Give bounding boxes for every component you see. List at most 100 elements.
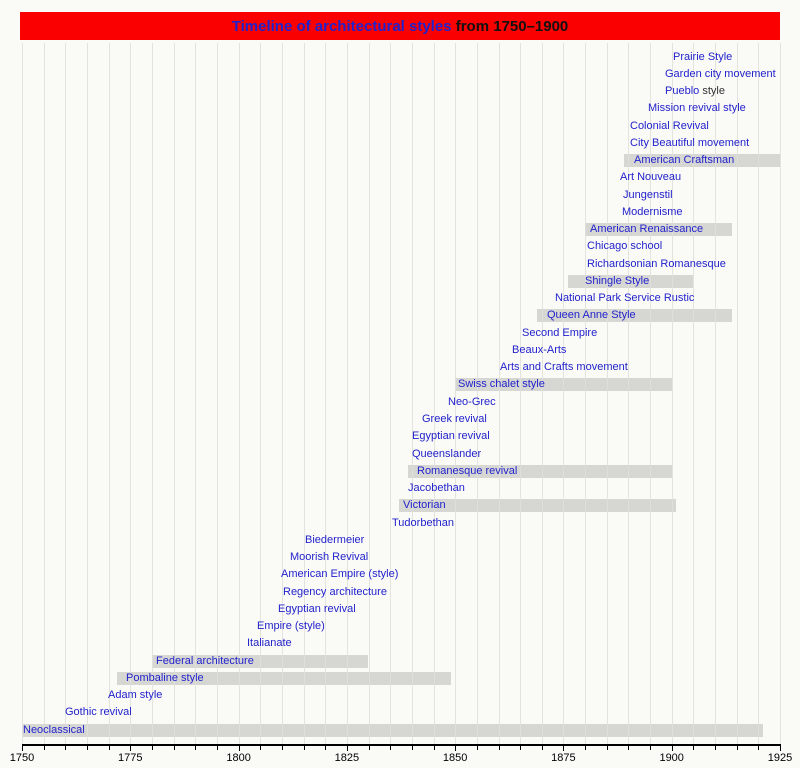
style-link-text[interactable]: Colonial Revival <box>630 119 709 132</box>
style-link[interactable]: Romanesque revival <box>417 465 517 478</box>
style-link[interactable]: Pueblo style <box>665 85 725 98</box>
style-link-text[interactable]: Chicago school <box>587 240 663 253</box>
style-link-text[interactable]: American Renaissance <box>590 223 704 236</box>
style-link-text[interactable]: Beaux-Arts <box>512 343 567 356</box>
style-link[interactable]: Egyptian revival <box>278 603 356 616</box>
style-link-text[interactable]: Adam style <box>108 689 163 702</box>
style-link-text[interactable]: Prairie Style <box>673 50 733 63</box>
style-link[interactable]: Egyptian revival <box>412 430 490 443</box>
style-link[interactable]: National Park Service Rustic <box>555 292 694 305</box>
style-link-text[interactable]: Mission revival style <box>648 102 746 115</box>
chart-title-link[interactable]: Timeline of architectural styles <box>231 17 452 35</box>
gridline <box>65 43 67 744</box>
style-link-text[interactable]: Romanesque revival <box>417 464 518 477</box>
gridline <box>87 43 88 744</box>
style-link-text[interactable]: Swiss chalet style <box>458 378 545 391</box>
gridline <box>281 43 283 744</box>
gridline <box>43 43 45 744</box>
style-link[interactable]: Prairie Style <box>673 51 732 64</box>
style-link-text[interactable]: American Craftsman <box>634 154 735 167</box>
gridline <box>346 43 348 744</box>
style-link-text[interactable]: Arts and Crafts movement <box>500 361 628 374</box>
style-link-text[interactable]: Art Nouveau <box>620 171 682 184</box>
style-link-text[interactable]: Queen Anne Style <box>547 309 636 322</box>
style-link[interactable]: Second Empire <box>522 327 597 340</box>
axis-tick <box>216 746 218 750</box>
style-link-text[interactable]: Tudorbethan <box>392 516 454 529</box>
style-link[interactable]: Moorish Revival <box>290 551 368 564</box>
axis-tick <box>368 746 370 750</box>
style-link[interactable]: Jacobethan <box>408 482 465 495</box>
style-link-text[interactable]: Egyptian revival <box>412 430 490 443</box>
style-link-text[interactable]: City Beautiful movement <box>630 136 750 149</box>
style-link-text[interactable]: Egyptian revival <box>278 602 356 615</box>
style-link[interactable]: American Empire (style) <box>281 568 398 581</box>
style-link-text[interactable]: Regency architecture <box>283 585 387 598</box>
style-link[interactable]: Colonial Revival <box>630 120 709 133</box>
style-link[interactable]: Swiss chalet style <box>458 378 545 391</box>
style-link-text[interactable]: Moorish Revival <box>290 551 369 563</box>
style-link-text[interactable]: Modernisme <box>622 205 683 218</box>
style-link[interactable]: Pombaline style <box>126 672 204 685</box>
style-link-text[interactable]: Jungenstil <box>623 188 673 201</box>
style-link[interactable]: Mission revival style <box>648 102 746 115</box>
style-link-text[interactable]: Federal architecture <box>156 654 254 667</box>
style-link-text[interactable]: Jacobethan <box>408 482 465 494</box>
style-link[interactable]: Shingle Style <box>585 275 649 288</box>
style-link[interactable]: Federal architecture <box>156 655 254 668</box>
style-link-text[interactable]: Neo-Grec <box>448 395 496 408</box>
style-link[interactable]: Queenslander <box>412 448 481 461</box>
style-link-text[interactable]: Greek revival <box>422 413 487 425</box>
style-link-text[interactable]: Neoclassical <box>23 723 85 736</box>
style-link[interactable]: Italianate <box>247 637 292 650</box>
axis-tick <box>411 746 413 750</box>
style-link[interactable]: Empire (style) <box>257 620 325 633</box>
style-link[interactable]: Gothic revival <box>65 706 132 719</box>
gridline <box>22 43 23 744</box>
style-link-text[interactable]: Second Empire <box>522 326 598 339</box>
chart-title-bar: Timeline of architectural styles from 17… <box>20 12 780 40</box>
style-link-text[interactable]: Gothic revival <box>65 706 132 719</box>
axis-tick <box>238 746 240 751</box>
style-link[interactable]: Adam style <box>108 689 162 702</box>
axis-tick <box>606 746 608 750</box>
style-link-text[interactable]: Shingle Style <box>585 274 650 287</box>
style-link-text[interactable]: Victorian <box>403 499 446 512</box>
style-link[interactable]: Queen Anne Style <box>547 309 636 322</box>
style-link-text[interactable]: Empire (style) <box>257 620 325 633</box>
style-link[interactable]: Neo-Grec <box>448 396 496 409</box>
style-link[interactable]: Art Nouveau <box>620 171 681 184</box>
style-link[interactable]: Greek revival <box>422 413 487 426</box>
style-link[interactable]: Regency architecture <box>283 586 387 599</box>
style-link-text[interactable]: National Park Service Rustic <box>555 292 695 305</box>
style-link-text[interactable]: Italianate <box>247 637 292 650</box>
style-link-text[interactable]: Biedermeier <box>305 533 365 546</box>
style-link[interactable]: Richardsonian Romanesque <box>587 258 726 271</box>
style-link-text[interactable]: Queenslander <box>412 447 482 460</box>
axis-tick <box>87 746 88 750</box>
style-link[interactable]: Victorian <box>403 499 446 512</box>
style-link-text[interactable]: American Empire (style) <box>281 568 399 581</box>
style-link[interactable]: Tudorbethan <box>392 517 454 530</box>
style-link[interactable]: Arts and Crafts movement <box>500 361 628 374</box>
style-link[interactable]: American Craftsman <box>634 154 734 167</box>
axis-tick <box>563 746 565 751</box>
style-link[interactable]: Biedermeier <box>305 534 364 547</box>
axis-tick <box>281 746 283 750</box>
style-link[interactable]: Beaux-Arts <box>512 344 566 357</box>
style-link-text[interactable]: Garden city movement <box>665 67 776 80</box>
style-link[interactable]: Jungenstil <box>623 189 673 202</box>
style-link[interactable]: Neoclassical <box>23 724 85 737</box>
duration-bar <box>117 671 451 685</box>
style-link[interactable]: City Beautiful movement <box>630 137 749 150</box>
style-link[interactable]: Garden city movement <box>665 68 776 81</box>
style-link-text[interactable]: Pombaline style <box>126 671 204 684</box>
gridline <box>758 43 760 744</box>
style-link-text[interactable]: Richardsonian Romanesque <box>587 257 726 270</box>
style-link[interactable]: American Renaissance <box>590 223 703 236</box>
axis-tick <box>780 746 781 751</box>
style-link[interactable]: Chicago school <box>587 240 662 253</box>
style-link[interactable]: Modernisme <box>622 206 683 219</box>
style-link-text[interactable]: Pueblo <box>665 85 700 97</box>
